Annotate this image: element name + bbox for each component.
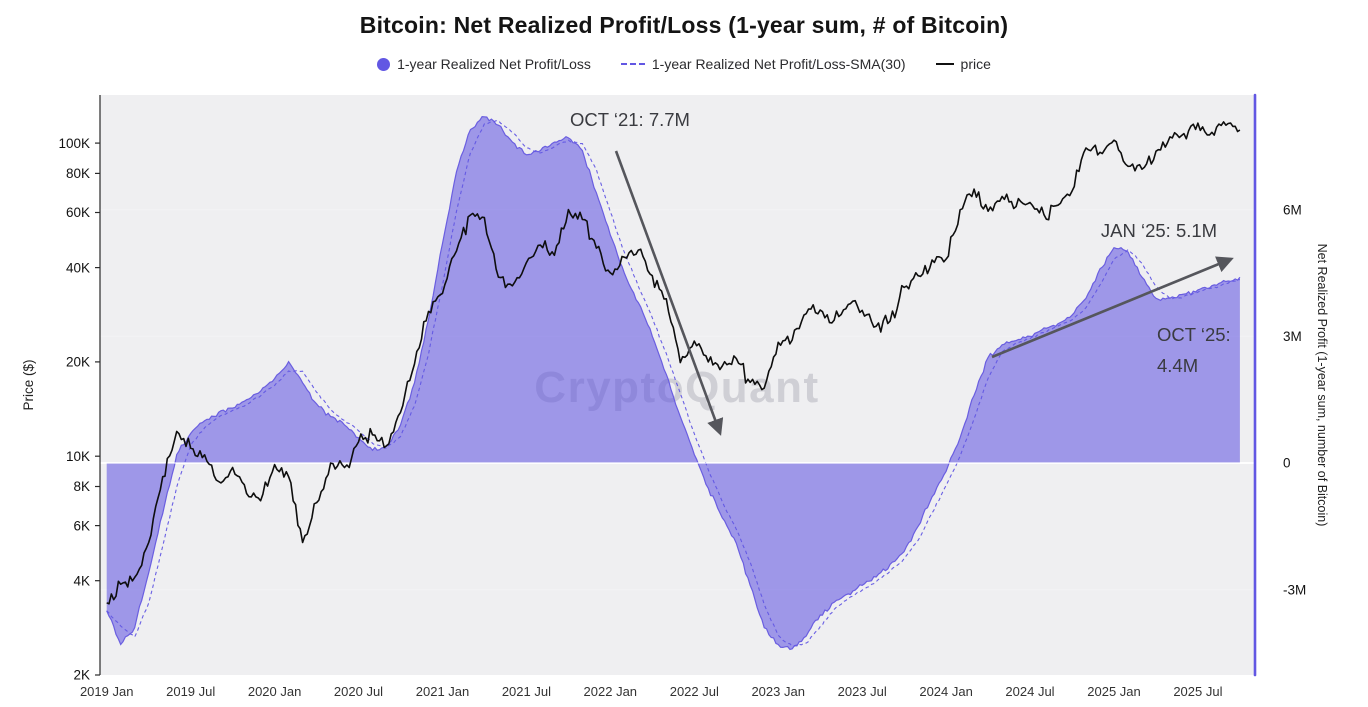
left-axis-tick-label: 8K bbox=[73, 479, 90, 494]
x-axis-tick-label: 2025 Jul bbox=[1173, 684, 1222, 699]
right-axis-tick-label: 0 bbox=[1283, 456, 1291, 471]
x-axis-tick-label: 2019 Jan bbox=[80, 684, 134, 699]
x-axis-tick-label: 2023 Jul bbox=[838, 684, 887, 699]
legend-item-sma: 1-year Realized Net Profit/Loss-SMA(30) bbox=[620, 56, 906, 72]
left-axis-tick-label: 40K bbox=[66, 260, 90, 275]
x-axis-tick-label: 2020 Jan bbox=[248, 684, 302, 699]
right-axis-tick-label: 6M bbox=[1283, 202, 1302, 217]
left-axis-tick-label: 100K bbox=[58, 136, 90, 151]
net-profit-loss-edge bbox=[106, 115, 1241, 651]
legend-item-net-profit-loss: 1-year Realized Net Profit/Loss bbox=[377, 56, 591, 72]
price-line bbox=[106, 121, 1241, 605]
right-axis-tick-label: -3M bbox=[1283, 582, 1306, 597]
annotation-oct-25-latest: OCT ‘25: bbox=[1157, 324, 1231, 345]
legend-item-price: price bbox=[935, 56, 991, 72]
down-arrow-2021-2022 bbox=[614, 150, 724, 436]
left-axis-tick-label: 4K bbox=[73, 573, 90, 588]
x-axis-tick-label: 2023 Jan bbox=[751, 684, 805, 699]
legend-label: price bbox=[960, 56, 991, 72]
x-axis-tick-label: 2020 Jul bbox=[334, 684, 383, 699]
left-axis-tick-label: 60K bbox=[66, 205, 90, 220]
solid-line-icon bbox=[935, 63, 954, 65]
right-axis-tick-label: 3M bbox=[1283, 329, 1302, 344]
net-profit-loss-area bbox=[106, 116, 1240, 650]
x-axis-tick-label: 2022 Jan bbox=[584, 684, 638, 699]
x-axis-tick-label: 2021 Jul bbox=[502, 684, 551, 699]
x-axis-tick-label: 2022 Jul bbox=[670, 684, 719, 699]
x-axis-tick-label: 2024 Jan bbox=[919, 684, 973, 699]
left-axis-title: Price ($) bbox=[21, 359, 36, 410]
purple-dot-icon bbox=[377, 57, 391, 71]
annotation-jan-25-peak: JAN ‘25: 5.1M bbox=[1101, 220, 1217, 241]
left-axis-tick-label: 2K bbox=[73, 668, 90, 683]
legend: 1-year Realized Net Profit/Loss 1-year R… bbox=[0, 56, 1368, 72]
left-axis-tick-label: 6K bbox=[73, 518, 90, 533]
annotation-oct-21-peak: OCT ‘21: 7.7M bbox=[570, 109, 690, 130]
x-axis-tick-label: 2025 Jan bbox=[1087, 684, 1141, 699]
x-axis-tick-label: 2019 Jul bbox=[166, 684, 215, 699]
chart-title: Bitcoin: Net Realized Profit/Loss (1-yea… bbox=[359, 12, 1009, 38]
x-axis-tick-label: 2024 Jul bbox=[1005, 684, 1054, 699]
annotation-oct-25-latest: 4.4M bbox=[1157, 355, 1198, 376]
legend-label: 1-year Realized Net Profit/Loss bbox=[397, 56, 591, 72]
left-axis-tick-label: 80K bbox=[66, 166, 90, 181]
legend-label: 1-year Realized Net Profit/Loss-SMA(30) bbox=[651, 56, 906, 72]
left-axis-tick-label: 10K bbox=[66, 449, 90, 464]
x-axis-tick-label: 2021 Jan bbox=[416, 684, 470, 699]
sma-dashed-line bbox=[106, 120, 1240, 647]
left-axis-tick-label: 20K bbox=[66, 355, 90, 370]
dashed-line-icon bbox=[620, 63, 645, 65]
right-axis-title: Net Realized Profit (1-year sum, number … bbox=[1315, 244, 1329, 527]
up-arrow-2024-2025 bbox=[991, 256, 1234, 359]
